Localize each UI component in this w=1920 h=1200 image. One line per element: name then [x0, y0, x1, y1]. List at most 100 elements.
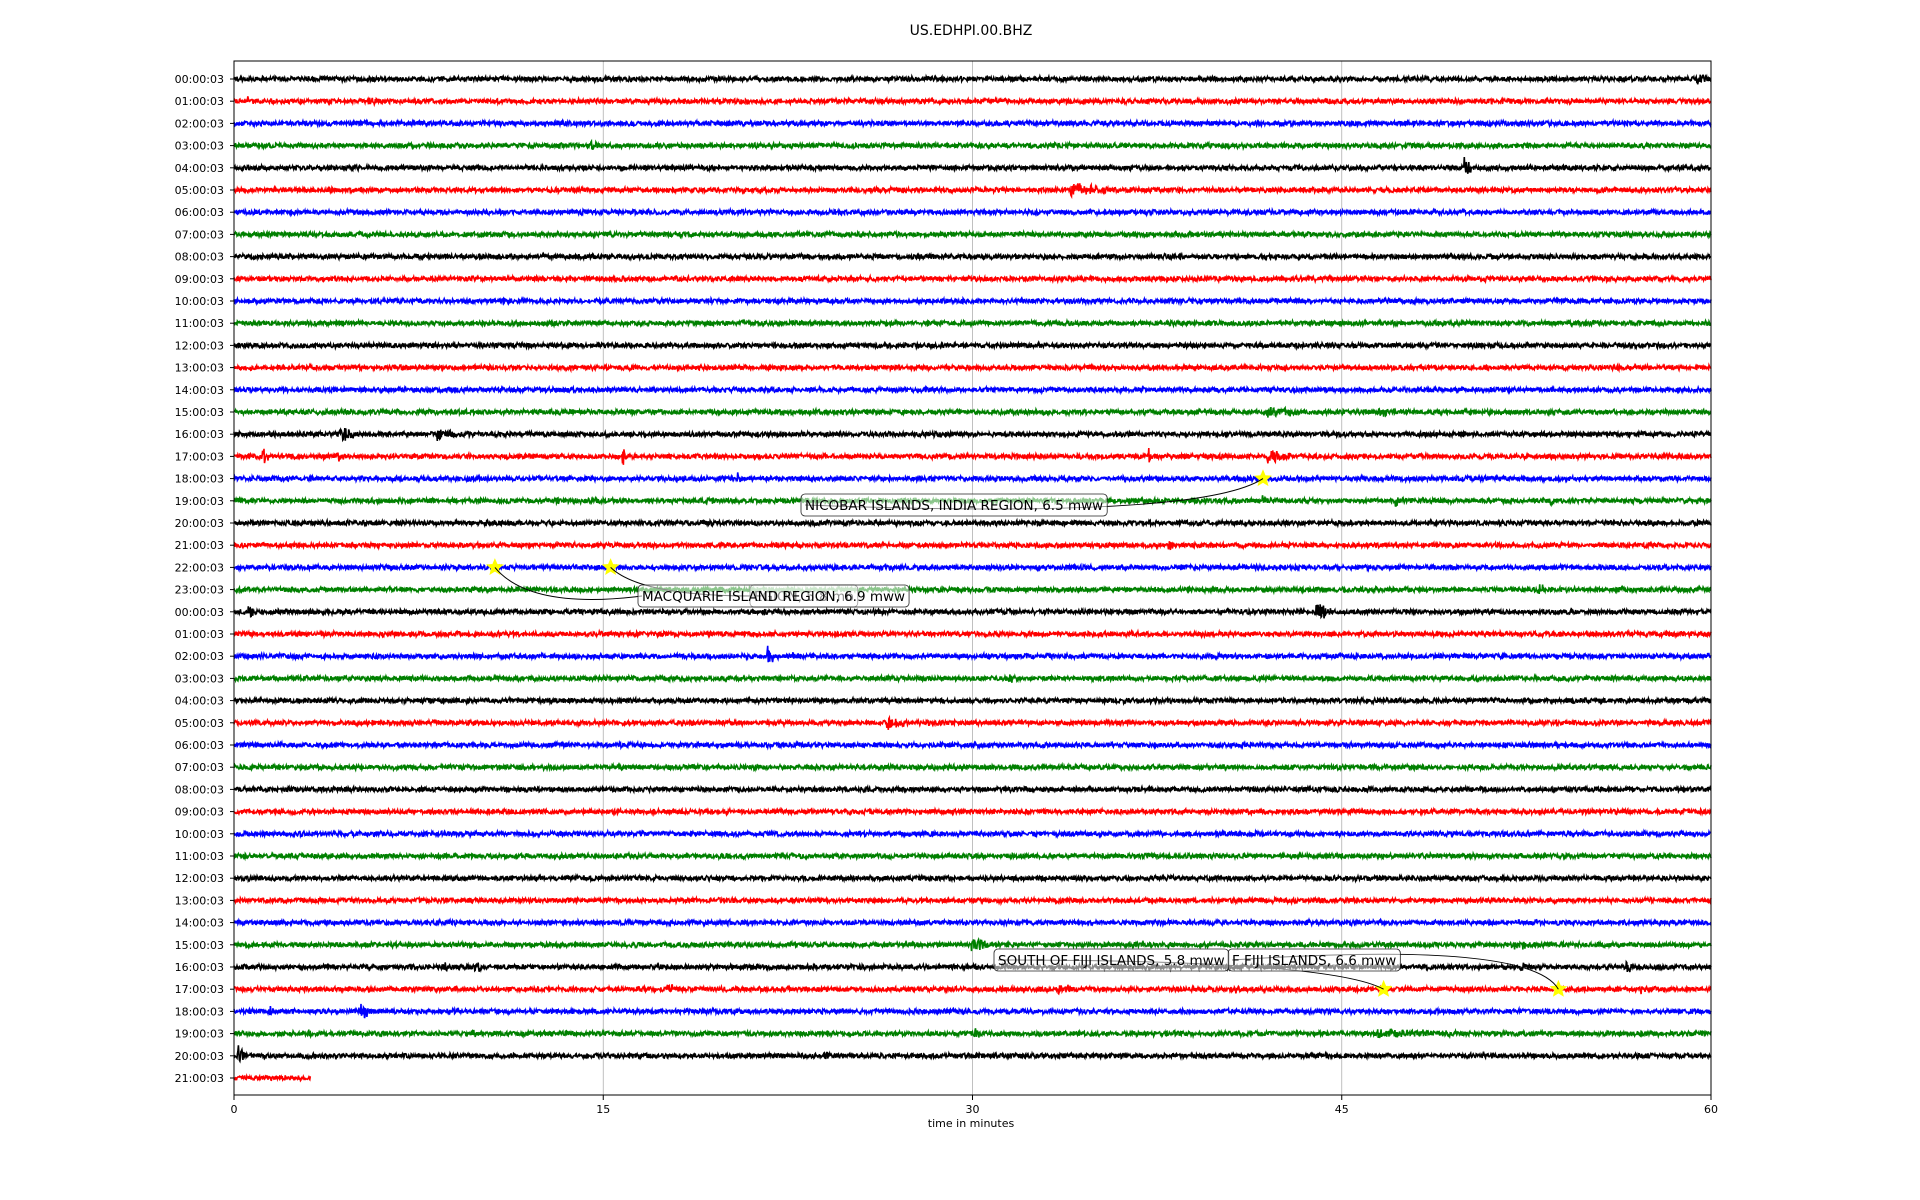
trace-row: [233, 517, 1712, 529]
annotation-label: SOUTH OF FIJI ISLANDS, 5.8 mww: [998, 953, 1225, 969]
row-time-label: 00:00:03: [175, 73, 224, 86]
event-star: [486, 558, 504, 575]
x-tick-label: 0: [231, 1103, 238, 1116]
row-time-label: 12:00:03: [175, 872, 224, 885]
trace-row: [233, 1045, 1712, 1064]
row-time-label: 19:00:03: [175, 495, 224, 508]
trace-row: [233, 739, 1712, 751]
trace-row: [233, 251, 1712, 262]
trace-row: [233, 1072, 312, 1083]
row-time-label: 20:00:03: [175, 1050, 224, 1063]
trace-row: [233, 539, 1712, 551]
trace-row: [233, 894, 1712, 907]
row-time-label: 00:00:03: [175, 606, 224, 619]
trace-row: [233, 384, 1712, 396]
x-tick-label: 15: [596, 1103, 610, 1116]
row-time-label: 13:00:03: [175, 362, 224, 375]
trace-row: [233, 157, 1712, 174]
trace-row: [233, 339, 1712, 352]
annotation-label: NICOBAR ISLANDS, INDIA REGION, 6.5 mww: [805, 498, 1103, 514]
row-time-label: 02:00:03: [175, 117, 224, 130]
annotation-box: [800, 493, 1108, 517]
x-tick-label: 30: [966, 1103, 980, 1116]
chart-title: US.EDHPI.00.BHZ: [910, 23, 1033, 39]
x-tick-label: 60: [1704, 1103, 1718, 1116]
row-time-label: 09:00:03: [175, 806, 224, 819]
annotation-box: [637, 584, 910, 608]
trace-row: [233, 983, 1712, 996]
row-time-label: 04:00:03: [175, 162, 224, 175]
trace-row: [233, 1027, 1712, 1040]
trace-row: [233, 828, 1712, 840]
trace-row: [233, 850, 1712, 862]
trace-row: [233, 405, 1712, 419]
row-time-label: 10:00:03: [175, 295, 224, 308]
row-time-label: 21:00:03: [175, 539, 224, 552]
annotation-label: F FIJI ISLANDS, 6.6 mww: [1232, 953, 1396, 969]
event-annotation: F FIJI ISLANDS, 6.6 mww: [1227, 948, 1401, 972]
event-markers: [486, 469, 1568, 997]
event-annotations: NICOBAR ISLANDS, INDIA REGION, 6.5 mwwEG…: [494, 478, 1559, 990]
trace-row: [233, 936, 1712, 952]
trace-row: [233, 561, 1712, 573]
trace-row: [233, 472, 1712, 485]
trace-row: [233, 714, 1712, 730]
trace-row: [233, 959, 1712, 974]
trace-row: [233, 672, 1712, 684]
trace-row: [233, 917, 1712, 929]
row-time-label: 06:00:03: [175, 739, 224, 752]
row-time-label: 21:00:03: [175, 1072, 224, 1085]
row-time-label: 13:00:03: [175, 894, 224, 907]
row-time-labels: 00:00:03 01:00:03 02:00:03 03:00:03 04:00:03…: [175, 73, 234, 1085]
annotation-box: [993, 948, 1230, 972]
trace-row: [233, 273, 1712, 285]
trace-row: [233, 645, 1712, 663]
event-annotation: SOUTH OF FIJI ISLANDS, 5.8 mww: [993, 948, 1230, 972]
trace-row: [233, 872, 1712, 884]
row-time-label: 17:00:03: [175, 983, 224, 996]
trace-row: [233, 447, 1712, 465]
row-time-label: 14:00:03: [175, 384, 224, 397]
grid-lines: [602, 61, 1343, 1095]
trace-row: [233, 295, 1712, 307]
row-time-label: 12:00:03: [175, 339, 224, 352]
row-time-label: 18:00:03: [175, 1005, 224, 1018]
row-time-label: 05:00:03: [175, 184, 224, 197]
event-annotation: NICOBAR ISLANDS, INDIA REGION, 6.5 mww: [800, 493, 1108, 517]
row-time-label: 17:00:03: [175, 450, 224, 463]
trace-row: [233, 317, 1712, 329]
trace-row: [233, 695, 1711, 707]
x-tick-label: 45: [1335, 1103, 1349, 1116]
trace-rows: [233, 73, 1712, 1083]
row-time-label: 20:00:03: [175, 517, 224, 530]
trace-row: [233, 427, 1712, 443]
row-time-label: 19:00:03: [175, 1028, 224, 1041]
trace-row: [233, 138, 1712, 152]
row-time-label: 03:00:03: [175, 672, 224, 685]
x-axis-label: time in minutes: [928, 1117, 1015, 1130]
row-time-label: 15:00:03: [175, 406, 224, 419]
row-time-label: 08:00:03: [175, 783, 224, 796]
row-time-label: 05:00:03: [175, 717, 224, 730]
row-time-label: 09:00:03: [175, 273, 224, 286]
row-time-label: 16:00:03: [175, 961, 224, 974]
trace-row: [233, 783, 1712, 795]
trace-row: [233, 1003, 1712, 1019]
row-time-label: 16:00:03: [175, 428, 224, 441]
row-time-label: 14:00:03: [175, 917, 224, 930]
trace-row: [233, 628, 1712, 640]
row-time-label: 01:00:03: [175, 95, 224, 108]
row-time-label: 10:00:03: [175, 828, 224, 841]
row-time-label: 01:00:03: [175, 628, 224, 641]
event-star: [1374, 979, 1393, 997]
row-time-label: 04:00:03: [175, 695, 224, 708]
trace-row: [233, 604, 1712, 620]
row-time-label: 03:00:03: [175, 140, 224, 153]
row-time-label: 07:00:03: [175, 761, 224, 774]
trace-row: [233, 761, 1712, 773]
row-time-label: 22:00:03: [175, 561, 224, 574]
trace-row: [233, 73, 1712, 85]
event-annotation: MACQUARIE ISLAND REGION, 6.9 mww: [637, 584, 910, 608]
row-time-label: 08:00:03: [175, 251, 224, 264]
